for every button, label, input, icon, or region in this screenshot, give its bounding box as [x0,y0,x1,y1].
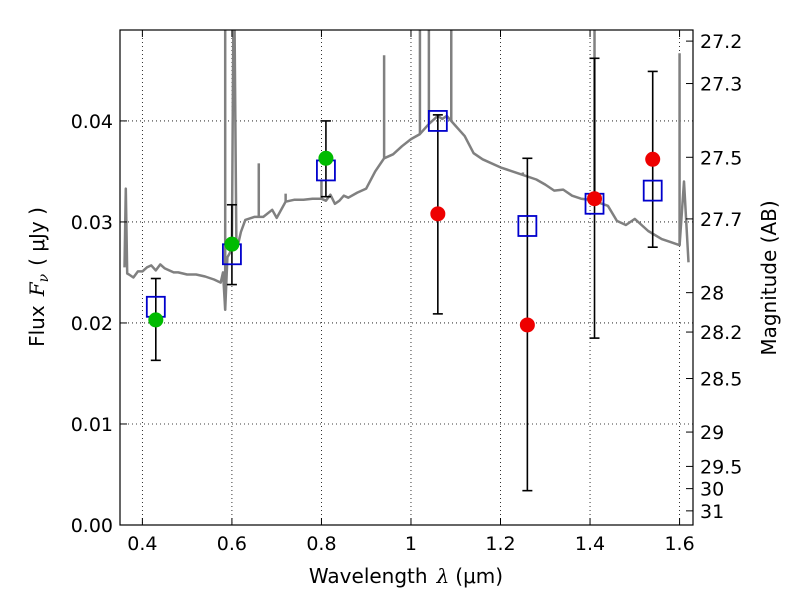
red-point [519,317,535,333]
x-tick-label: 1.4 [575,533,605,555]
green-point [318,150,334,166]
y-tick-label: 0.00 [71,515,113,537]
y-tick-label: 0.03 [71,212,113,234]
x-tick-label: 1.6 [664,533,694,555]
x-tick-label: 1.2 [485,533,515,555]
y-tick-label: 0.01 [71,414,113,436]
y2-tick-label: 27.2 [700,31,742,53]
tick-layer: 0.4 0.6 0.8 1 1.2 1.4 1.6 0.00 0.01 0.02 0.03 0.04 2… [71,30,742,555]
y2-tick-label: 31 [700,501,724,523]
series-layer [123,30,690,492]
green-point [148,312,164,328]
y2-tick-label: 27.7 [700,209,742,231]
x-tick-label: 0.4 [127,533,157,555]
spectrum-line [123,30,690,312]
y2-tick-label: 28.5 [700,369,742,391]
red-point [587,191,603,207]
plot-frame [119,29,694,526]
model-point [427,110,448,132]
green-point [224,236,240,252]
y2-tick-label: 27.5 [700,147,742,169]
y-tick-label: 0.02 [71,313,113,335]
y2-tick-label: 30 [700,479,724,501]
plot-area [123,30,690,492]
x-tick-label: 0.8 [306,533,336,555]
model-point [517,215,538,237]
y2-tick-label: 28.2 [700,322,742,344]
y2-tick-label: 29.5 [700,456,742,478]
x-axis-label: Wavelength λ (μm) [309,564,503,588]
x-tick-label: 0.6 [217,533,247,555]
model-point [642,179,663,202]
red-point [645,151,661,167]
y-axis-label: FluxFν( μJy ) [25,207,52,347]
grid [120,30,693,526]
y-tick-label: 0.04 [71,111,113,133]
x-tick-label: 1 [405,533,417,555]
red-point [430,206,446,222]
y2-tick-label: 27.3 [700,74,742,96]
y2-axis-label: Magnitude (AB) [757,200,781,355]
y2-tick-label: 28 [700,283,724,305]
y2-tick-label: 29 [700,422,724,444]
